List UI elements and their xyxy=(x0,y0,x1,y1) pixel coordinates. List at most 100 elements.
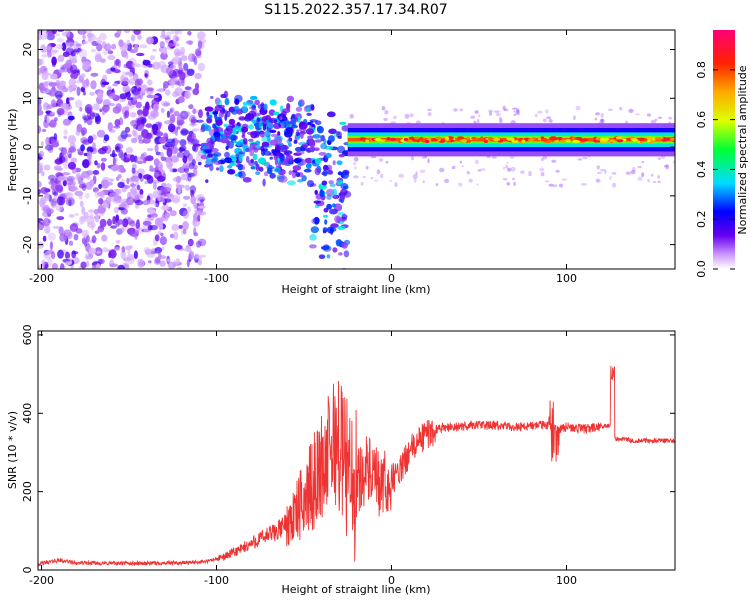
spectrogram-speck xyxy=(546,116,551,119)
spectrogram-speck xyxy=(240,142,244,148)
spectrogram-speck xyxy=(191,132,196,140)
spectrogram-speck xyxy=(313,216,320,225)
spectrogram-speck xyxy=(41,53,48,58)
spectrogram-speck xyxy=(85,260,90,267)
steady-line-blob xyxy=(521,139,526,143)
spectrogram-speck xyxy=(107,50,114,55)
spectrogram-speck xyxy=(194,72,202,80)
spectrogram-speck xyxy=(195,207,204,216)
steady-line-blob xyxy=(374,137,382,142)
spectrogram-speck xyxy=(238,151,246,155)
spectrogram-speck xyxy=(582,156,588,160)
spectrogram-speck xyxy=(169,108,173,115)
y-tick-label: 0 xyxy=(21,567,34,574)
spectrogram-speck xyxy=(258,120,263,129)
spectrogram-speck xyxy=(144,73,148,78)
spectrogram-speck xyxy=(278,162,282,168)
spectrogram-speck xyxy=(132,129,136,137)
spectrogram-speck xyxy=(328,135,335,143)
spectrogram-speck xyxy=(167,261,176,269)
spectrogram-speck xyxy=(98,190,105,199)
spectrogram-speck xyxy=(187,31,192,36)
spectrogram-speck xyxy=(288,159,293,164)
spectrogram-speck xyxy=(637,166,642,168)
spectrogram-speck xyxy=(44,225,51,234)
spectrogram-speck xyxy=(197,62,206,72)
spectrogram-speck xyxy=(82,159,90,169)
spectrogram-speck xyxy=(242,137,248,145)
spectrogram-speck xyxy=(281,111,287,117)
spectrogram-speck xyxy=(314,167,321,176)
spectrogram-speck xyxy=(309,139,316,148)
spectrogram-speck xyxy=(241,105,248,113)
spectrogram-speck xyxy=(177,186,182,195)
spectrogram-speck xyxy=(322,214,329,218)
spectrogram-speck xyxy=(249,106,255,110)
spectrogram-speck xyxy=(630,169,636,175)
spectrogram-speck xyxy=(173,110,180,117)
spectrogram-speck xyxy=(343,250,350,258)
spectrogram-speck xyxy=(185,111,191,117)
spectrogram-speck xyxy=(513,181,516,186)
colorbar-tick-label: 0.4 xyxy=(695,161,708,179)
spectrogram-speck xyxy=(374,179,378,182)
spectrogram-speck xyxy=(144,180,148,185)
spectrogram-speck xyxy=(304,157,314,164)
spectrogram-speck xyxy=(619,106,623,111)
spectrogram-speck xyxy=(125,91,131,98)
spectrogram-speck xyxy=(172,43,180,47)
spectrogram-speck xyxy=(154,202,159,207)
spectrogram-speck xyxy=(161,246,165,251)
spectrogram-speck xyxy=(160,108,165,113)
spectrogram-speck xyxy=(94,160,98,166)
spectrogram-speck xyxy=(187,53,195,63)
spectrogram-speck xyxy=(58,68,65,74)
spectrogram-speck xyxy=(165,31,172,41)
spectrogram-speck xyxy=(63,129,68,135)
spectrogram-speck xyxy=(100,179,110,189)
spectrogram-speck xyxy=(259,131,265,138)
spectrogram-speck xyxy=(48,82,58,87)
spectrogram-speck xyxy=(45,111,50,116)
steady-line-blob xyxy=(386,137,391,141)
spectrogram-speck xyxy=(80,261,87,269)
spectrogram-speck xyxy=(229,154,237,160)
spectrogram-speck xyxy=(89,179,95,187)
spectrogram-speck xyxy=(339,194,346,201)
spectrogram-speck xyxy=(279,116,283,120)
spectrogram-speck xyxy=(68,115,75,121)
spectrogram-speck xyxy=(279,153,286,162)
spectrogram-speck xyxy=(50,198,54,207)
spectrogram-speck xyxy=(126,39,131,45)
spectrogram-speck xyxy=(91,48,96,53)
steady-line-blob xyxy=(540,138,549,142)
spectrogram-speck xyxy=(146,36,154,45)
spectrogram-speck xyxy=(404,113,410,119)
spectrogram-speck xyxy=(300,131,304,139)
spectrogram-speck xyxy=(422,156,427,159)
spectrogram-speck xyxy=(249,95,258,100)
spectrogram-speck xyxy=(153,103,159,112)
spectrogram-speck xyxy=(309,145,315,152)
spectrogram-speck xyxy=(47,232,56,241)
spectrogram-speck xyxy=(268,109,276,116)
spectrogram-speck xyxy=(109,263,119,268)
spectrogram-speck xyxy=(551,159,557,163)
spectrogram-speck xyxy=(60,263,65,269)
spectrogram-speck xyxy=(131,167,136,174)
spectrogram-speck xyxy=(96,263,101,269)
steady-line-blob xyxy=(466,136,470,140)
spectrogram-speck xyxy=(194,48,202,57)
spectrogram-speck xyxy=(38,180,42,188)
snr-ylabel: SNR (10 * v/v) xyxy=(6,411,19,489)
spectrogram-speck xyxy=(128,219,135,225)
spectrogram-speck xyxy=(155,173,160,177)
spectrogram-speck xyxy=(600,169,606,172)
spectrogram-speck xyxy=(528,170,532,174)
spectrogram-speck xyxy=(130,183,136,188)
spectrogram-speck xyxy=(170,80,175,89)
spectrogram-speck xyxy=(42,235,47,242)
spectrogram-speck xyxy=(288,142,292,148)
x-tick-label: -200 xyxy=(29,272,54,285)
